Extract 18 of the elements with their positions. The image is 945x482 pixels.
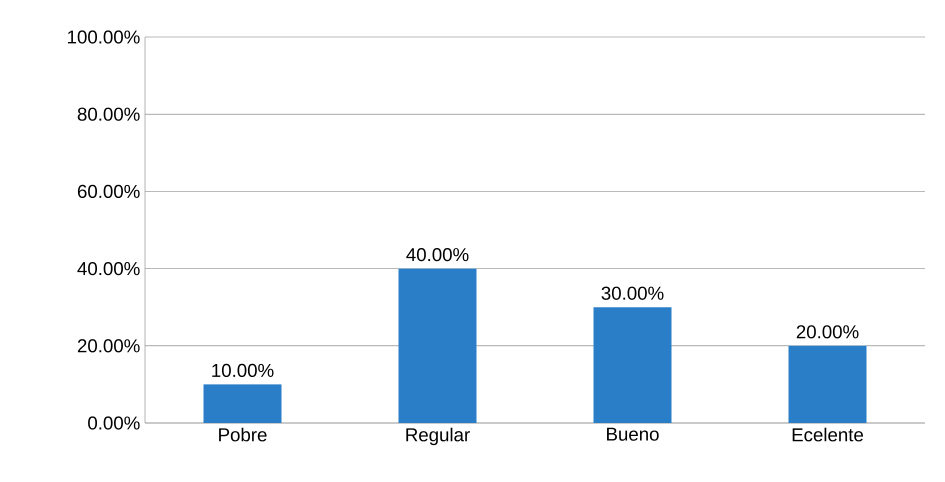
bar [398, 268, 477, 423]
y-tick-label: 40.00% [77, 262, 140, 276]
data-label: 10.00% [212, 364, 274, 378]
y-tick-label: 20.00% [78, 339, 140, 352]
y-tick-label: 100.00% [68, 30, 140, 44]
data-label: 20.00% [796, 325, 858, 338]
y-tick-label: 60.00% [78, 184, 140, 198]
y-tick-label: 0.00% [88, 416, 140, 430]
data-label: 30.00% [602, 286, 664, 300]
bar [204, 384, 282, 423]
bar [594, 307, 672, 423]
y-tick-label: 80.00% [78, 108, 140, 121]
x-tick-label: Ecelente [792, 428, 863, 442]
data-label: 40.00% [406, 248, 468, 262]
x-tick-label: Pobre [219, 428, 267, 442]
x-tick-label: Regular [406, 428, 470, 446]
bar [788, 346, 867, 423]
x-tick-label: Bueno [607, 428, 659, 441]
